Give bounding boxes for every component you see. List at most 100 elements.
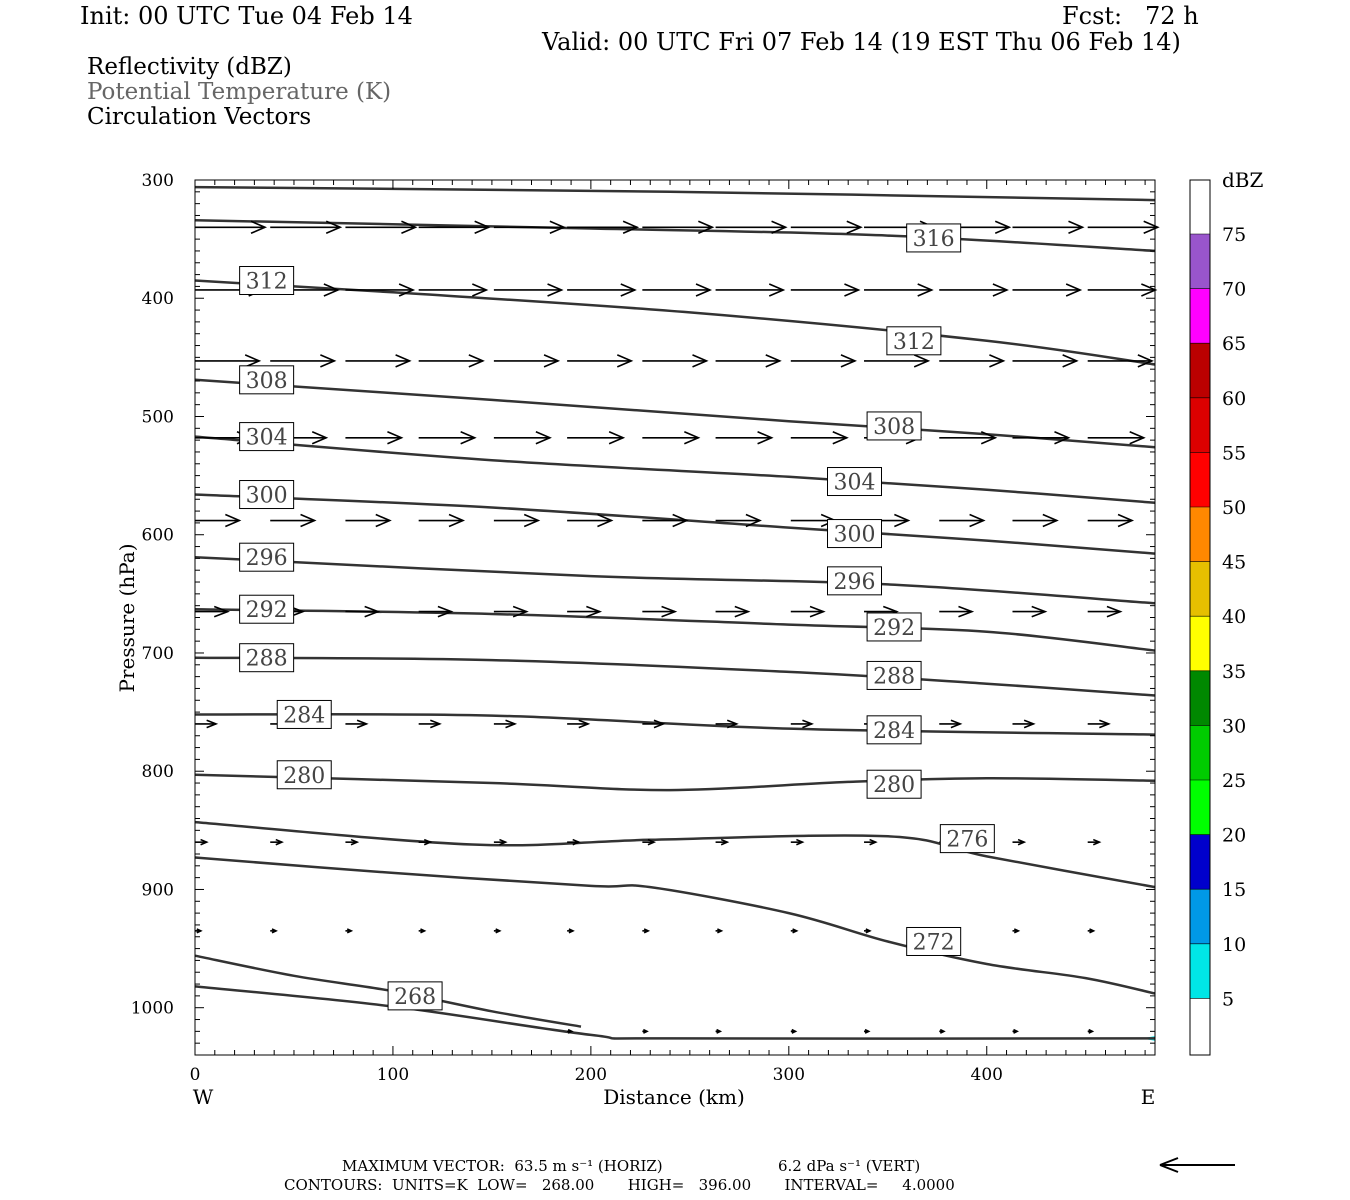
theta-contour-line [194, 378, 1156, 449]
circulation-vector [642, 605, 678, 618]
circulation-vector [864, 928, 872, 934]
contour-label: 268 [387, 981, 443, 1011]
svg-text:296: 296 [834, 570, 876, 595]
circulation-vector [1087, 838, 1102, 846]
circulation-vector [418, 838, 433, 846]
circulation-vector [195, 605, 230, 618]
svg-text:296: 296 [246, 546, 288, 571]
valid-time: Valid: 00 UTC Fri 07 Feb 14 (19 EST Thu … [542, 28, 1181, 56]
y-tick-label: 700 [142, 644, 174, 664]
x-axis-west-label: W [193, 1085, 214, 1109]
circulation-vector [345, 605, 381, 618]
circulation-vector [1087, 220, 1160, 235]
colorbar-swatch [1190, 834, 1210, 890]
circulation-vector [1087, 928, 1096, 934]
svg-text:300: 300 [246, 484, 288, 509]
circulation-vector [567, 354, 634, 368]
circulation-vector [1012, 719, 1036, 729]
contour-label: 284 [276, 699, 332, 729]
y-tick-label: 800 [142, 762, 174, 782]
circulation-vector [1012, 220, 1085, 235]
colorbar-swatch [1190, 670, 1210, 726]
contour-label: 296 [239, 542, 295, 572]
circulation-vector [715, 513, 762, 528]
contour-info: CONTOURS: UNITS=K LOW= 268.00 HIGH= 396.… [284, 1176, 955, 1194]
circulation-vector [345, 719, 369, 729]
theta-contour-line [194, 279, 1156, 366]
circulation-vector [939, 354, 1006, 368]
contour-label: 312 [886, 326, 942, 356]
circulation-vector [270, 513, 317, 528]
contour-label: 280 [276, 760, 332, 790]
circulation-vector [493, 431, 552, 445]
svg-text:300: 300 [834, 523, 876, 548]
circulation-vector [715, 431, 774, 445]
contour-label: 272 [906, 926, 962, 956]
svg-text:288: 288 [873, 664, 915, 689]
x-axis-east-label: E [1141, 1085, 1156, 1109]
circulation-vector [345, 220, 418, 235]
circulation-vector [493, 283, 564, 297]
colorbar-unit-label: dBZ [1222, 168, 1264, 192]
x-tick-label: 400 [971, 1065, 1003, 1085]
circulation-vector [418, 513, 466, 528]
y-tick-label: 600 [142, 526, 174, 546]
colorbar-swatch [1190, 234, 1210, 289]
contour-label: 292 [866, 612, 922, 642]
circulation-vector [864, 1028, 871, 1034]
circulation-vector [270, 220, 343, 235]
colorbar-swatch [1190, 943, 1210, 999]
circulation-vector [418, 719, 442, 729]
forecast-hour: Fcst: 72 h [1062, 2, 1199, 30]
y-tick-label: 400 [142, 289, 174, 309]
contour-label: 300 [239, 480, 295, 510]
circulation-vector [864, 354, 931, 368]
circulation-vector [1012, 928, 1021, 934]
circulation-vector [345, 283, 416, 297]
colorbar-level-label: 25 [1222, 770, 1246, 792]
svg-text:276: 276 [946, 828, 988, 853]
x-tick-label: 100 [377, 1065, 409, 1085]
circulation-vector [418, 283, 489, 297]
circulation-vector [715, 838, 730, 846]
circulation-vector [493, 354, 561, 368]
svg-text:292: 292 [246, 598, 288, 623]
circulation-vector [345, 838, 360, 846]
svg-text:316: 316 [913, 227, 955, 252]
contour-label: 312 [239, 266, 295, 296]
theta-contour-line [194, 493, 1156, 555]
circulation-vector [642, 1028, 649, 1034]
circulation-vector [790, 283, 861, 297]
contour-label: 304 [239, 422, 295, 452]
circulation-vector [1012, 605, 1048, 618]
contour-label: 292 [239, 594, 295, 624]
svg-text:280: 280 [283, 764, 325, 789]
svg-text:312: 312 [246, 270, 288, 295]
colorbar-level-label: 60 [1222, 388, 1246, 410]
svg-text:308: 308 [246, 369, 288, 394]
circulation-vector [715, 220, 788, 235]
circulation-vector [567, 1028, 574, 1034]
x-tick-label: 300 [773, 1065, 805, 1085]
circulation-vector [715, 354, 782, 368]
dbz-colorbar: 5 10 15 20 25 30 35 40 45 50 55 60 65 70 75 [1189, 179, 1246, 1056]
circulation-vector [939, 431, 998, 445]
circulation-vector [642, 431, 701, 445]
colorbar-swatch [1190, 343, 1210, 398]
circulation-vector [493, 605, 529, 618]
colorbar-swatch [1190, 889, 1210, 944]
theta-contour-line [194, 607, 1156, 652]
circulation-vector [642, 838, 657, 846]
x-axis-title: Distance (km) [603, 1085, 745, 1109]
circulation-vector [1012, 431, 1071, 445]
theta-contour-line [194, 555, 1156, 605]
theta-contour-line [194, 185, 1156, 202]
circulation-vector [642, 220, 715, 235]
circulation-vector [270, 354, 337, 368]
svg-text:280: 280 [873, 773, 915, 798]
circulation-vector [790, 1028, 798, 1034]
colorbar-swatch [1190, 507, 1210, 562]
y-tick-label: 300 [142, 171, 174, 191]
circulation-vector [1087, 431, 1146, 445]
